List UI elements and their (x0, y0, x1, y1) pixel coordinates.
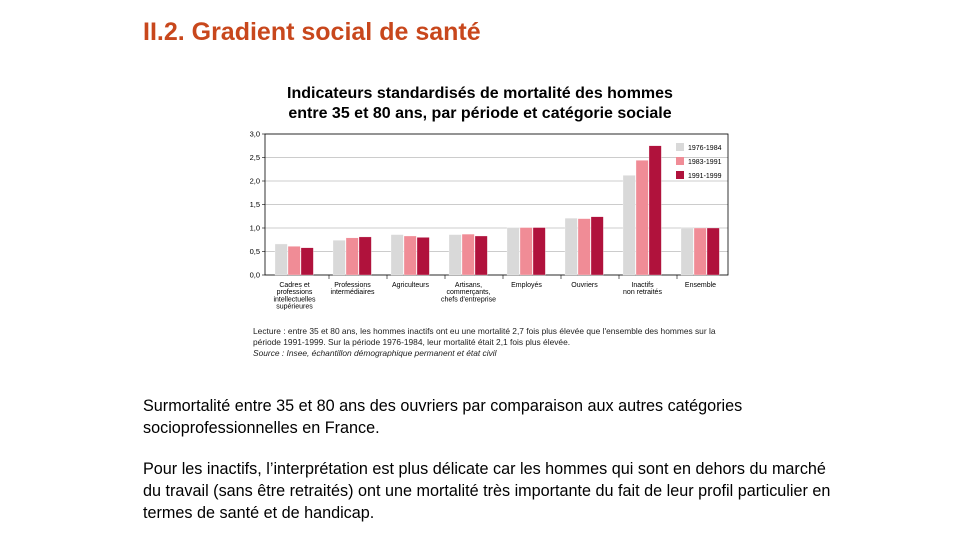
category-label-line: supérieures (276, 304, 313, 311)
category-label: Employés (511, 282, 542, 289)
bar-chart: 0,0 0,5 1,0 1,5 2,0 2,5 3,0 Cadres et profession… (250, 130, 729, 311)
legend-label: 1983-1991 (688, 159, 722, 166)
category-label-line: Employés (511, 282, 542, 289)
lecture-note: Lecture : entre 35 et 80 ans, les hommes… (253, 326, 716, 347)
bar-1991-1999 (648, 145, 662, 276)
category-label: Artisans, commerçants, chefs d'entreprise (441, 282, 496, 303)
source-note: Source : Insee, échantillon démographiqu… (253, 348, 497, 358)
category-label: Professions intermédiaires (331, 282, 375, 296)
bar-1976-1984 (390, 234, 404, 276)
y-tick-label: 0,5 (250, 247, 260, 256)
category-label: Agriculteurs (392, 282, 429, 289)
category-label-line: Professions (334, 282, 371, 289)
bar-1983-1991 (287, 246, 301, 276)
y-tick-label: 2,0 (250, 177, 260, 186)
bar-1983-1991 (635, 160, 649, 276)
y-tick-label: 0,0 (250, 271, 260, 280)
bar-1991-1999 (706, 227, 720, 276)
category-label-line: Ensemble (685, 282, 716, 289)
bar-1976-1984 (564, 217, 578, 276)
bar-1983-1991 (345, 237, 359, 276)
bar-1983-1991 (403, 235, 417, 276)
chart-title-line-1: Indicateurs standardisés de mortalité de… (287, 85, 673, 102)
y-tick-label: 1,5 (250, 200, 260, 209)
category-label-line: intermédiaires (331, 289, 375, 296)
bar-1976-1984 (448, 234, 462, 276)
category-label: Inactifs non retraités (623, 282, 662, 296)
bar-1983-1991 (519, 227, 533, 276)
slide-title: II.2. Gradient social de santé (143, 18, 481, 46)
plot-frame (264, 133, 729, 276)
bar-1976-1984 (506, 227, 520, 276)
bar-1991-1999 (416, 237, 430, 276)
bar-1991-1999 (590, 216, 604, 276)
legend-label: 1976-1984 (688, 145, 722, 152)
category-label-line: professions (277, 289, 313, 296)
category-label-line: chefs d'entreprise (441, 296, 496, 303)
chart-title-line-2: entre 35 et 80 ans, par période et catég… (288, 105, 672, 122)
category-label-line: Agriculteurs (392, 282, 429, 289)
category-label-line: Cadres et (279, 282, 309, 289)
legend-swatch (676, 171, 684, 179)
legend-swatch (676, 157, 684, 165)
bar-1976-1984 (680, 227, 694, 276)
bar-1976-1984 (274, 243, 288, 276)
category-label: Ensemble (685, 282, 716, 289)
category-label-line: Artisans, (455, 282, 482, 289)
category-label-line: Inactifs (631, 282, 654, 289)
chart-title: Indicateurs standardisés de mortalité de… (220, 84, 740, 124)
category-label: Ouvriers (571, 282, 598, 289)
category-label-line: intellectuelles (273, 296, 316, 303)
category-label-line: Ouvriers (571, 282, 598, 289)
category-label-line: non retraités (623, 289, 662, 296)
y-tick-label: 1,0 (250, 224, 260, 233)
paragraph-inactifs: Pour les inactifs, l’interprétation est … (143, 460, 831, 522)
y-tick-label: 3,0 (250, 130, 260, 139)
chart-note: Lecture : entre 35 et 80 ans, les hommes… (253, 326, 743, 359)
bar-1983-1991 (461, 233, 475, 276)
y-tick-label: 2,5 (250, 153, 260, 162)
bar-1991-1999 (300, 247, 314, 276)
legend-label: 1991-1999 (688, 173, 722, 180)
bar-1983-1991 (693, 227, 707, 276)
bar-1976-1984 (622, 175, 636, 276)
bar-1976-1984 (332, 240, 346, 276)
bar-1991-1999 (532, 227, 546, 276)
bar-1991-1999 (474, 235, 488, 276)
paragraph-ouvriers: Surmortalité entre 35 et 80 ans des ouvr… (143, 397, 743, 437)
bar-1991-1999 (358, 236, 372, 276)
legend-swatch (676, 143, 684, 151)
bar-1983-1991 (577, 218, 591, 276)
category-label: Cadres et professions intellectuelles supér… (273, 282, 316, 311)
category-label-line: commerçants, (447, 289, 491, 296)
